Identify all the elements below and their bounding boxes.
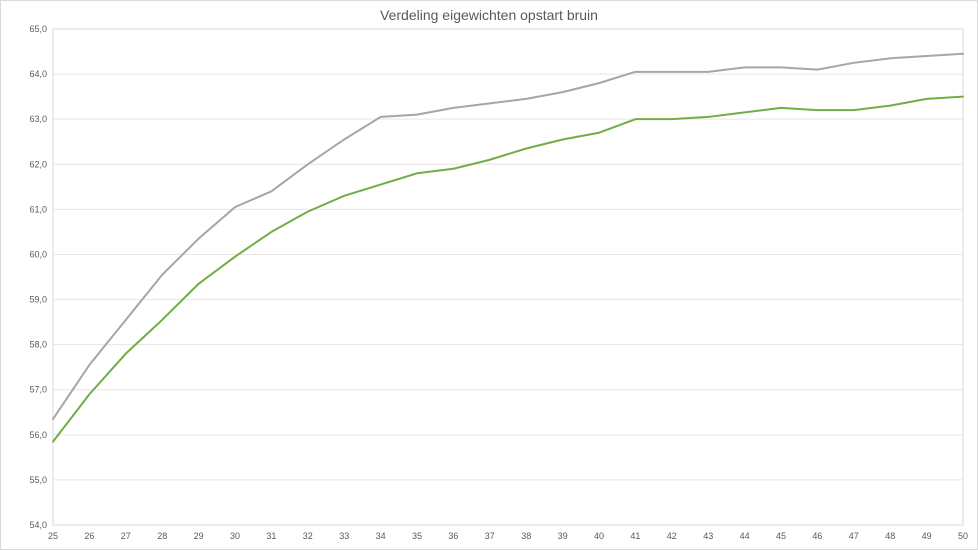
x-tick-label: 31 xyxy=(266,531,276,541)
x-tick-label: 39 xyxy=(558,531,568,541)
x-tick-label: 26 xyxy=(84,531,94,541)
x-tick-label: 30 xyxy=(230,531,240,541)
y-tick-label: 60,0 xyxy=(29,249,47,259)
x-tick-label: 29 xyxy=(194,531,204,541)
y-tick-label: 62,0 xyxy=(29,159,47,169)
x-tick-label: 27 xyxy=(121,531,131,541)
y-tick-label: 55,0 xyxy=(29,475,47,485)
x-tick-label: 33 xyxy=(339,531,349,541)
x-tick-label: 28 xyxy=(157,531,167,541)
y-tick-label: 58,0 xyxy=(29,340,47,350)
x-tick-label: 35 xyxy=(412,531,422,541)
x-tick-label: 43 xyxy=(703,531,713,541)
y-tick-label: 59,0 xyxy=(29,295,47,305)
x-tick-label: 46 xyxy=(812,531,822,541)
y-tick-label: 65,0 xyxy=(29,24,47,34)
x-tick-label: 36 xyxy=(448,531,458,541)
plot-border xyxy=(53,29,963,525)
y-tick-label: 63,0 xyxy=(29,114,47,124)
x-tick-label: 34 xyxy=(376,531,386,541)
x-tick-label: 44 xyxy=(740,531,750,541)
x-tick-label: 50 xyxy=(958,531,968,541)
x-tick-label: 40 xyxy=(594,531,604,541)
x-tick-label: 45 xyxy=(776,531,786,541)
y-tick-label: 64,0 xyxy=(29,69,47,79)
chart-container: Verdeling eigewichten opstart bruin 54,0… xyxy=(0,0,978,550)
x-tick-label: 49 xyxy=(922,531,932,541)
y-tick-label: 61,0 xyxy=(29,204,47,214)
y-tick-label: 56,0 xyxy=(29,430,47,440)
x-tick-label: 38 xyxy=(521,531,531,541)
x-tick-label: 41 xyxy=(630,531,640,541)
x-tick-label: 42 xyxy=(667,531,677,541)
y-tick-label: 54,0 xyxy=(29,520,47,530)
y-tick-label: 57,0 xyxy=(29,385,47,395)
series-top-line xyxy=(53,54,963,419)
x-tick-label: 37 xyxy=(485,531,495,541)
chart-svg: 54,0 55,0 56,0 57,0 58,0 59,0 60,0 61,0 62,0 63,0… xyxy=(1,1,978,551)
x-tick-label: 32 xyxy=(303,531,313,541)
x-tick-label: 47 xyxy=(849,531,859,541)
x-tick-label: 48 xyxy=(885,531,895,541)
x-tick-label: 25 xyxy=(48,531,58,541)
